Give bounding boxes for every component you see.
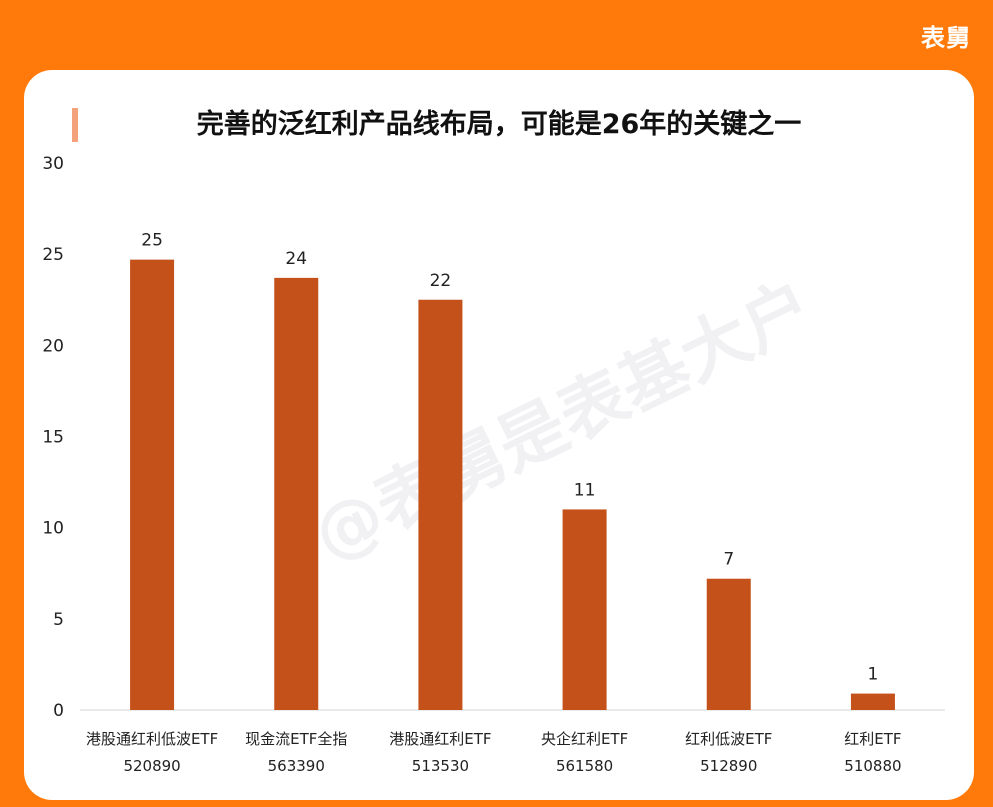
x-tick-code: 510880 [844, 757, 901, 775]
title-accent-bar [72, 108, 78, 142]
bar [418, 299, 463, 710]
x-tick-code: 512890 [700, 757, 757, 775]
bar [130, 259, 175, 710]
chart-title: 完善的泛红利产品线布局，可能是26年的关键之一 [196, 109, 802, 140]
x-tick-label: 红利ETF [844, 730, 901, 748]
chart-card: 完善的泛红利产品线布局，可能是26年的关键之一 @表舅是表基大户 [24, 70, 974, 800]
data-label: 7 [723, 550, 734, 570]
data-label: 11 [574, 480, 596, 500]
y-tick-label: 20 [42, 336, 64, 356]
x-tick-code: 520890 [123, 757, 180, 775]
x-tick-label: 央企红利ETF [541, 730, 628, 748]
x-tick-code: 561580 [556, 757, 613, 775]
brand-logo: 表舅 [921, 24, 971, 52]
y-tick-label: 15 [42, 428, 64, 448]
y-tick-label: 25 [42, 245, 64, 265]
bar [274, 277, 319, 710]
data-label: 25 [141, 231, 163, 251]
x-tick-label: 现金流ETF全指 [245, 730, 347, 748]
data-label: 1 [868, 665, 879, 685]
y-tick-label: 5 [53, 610, 64, 630]
x-tick-label: 港股通红利ETF [389, 730, 491, 748]
x-tick-label: 港股通红利低波ETF [86, 730, 218, 748]
bar [562, 509, 607, 710]
x-tick-code: 513530 [412, 757, 469, 775]
data-label: 22 [430, 271, 452, 291]
y-tick-label: 10 [42, 519, 64, 539]
x-tick-label: 红利低波ETF [685, 730, 772, 748]
data-label: 24 [285, 249, 307, 269]
y-tick-label: 0 [53, 701, 64, 721]
bar [850, 693, 895, 710]
bar [706, 578, 751, 710]
x-tick-code: 563390 [268, 757, 325, 775]
y-tick-label: 30 [42, 154, 64, 174]
